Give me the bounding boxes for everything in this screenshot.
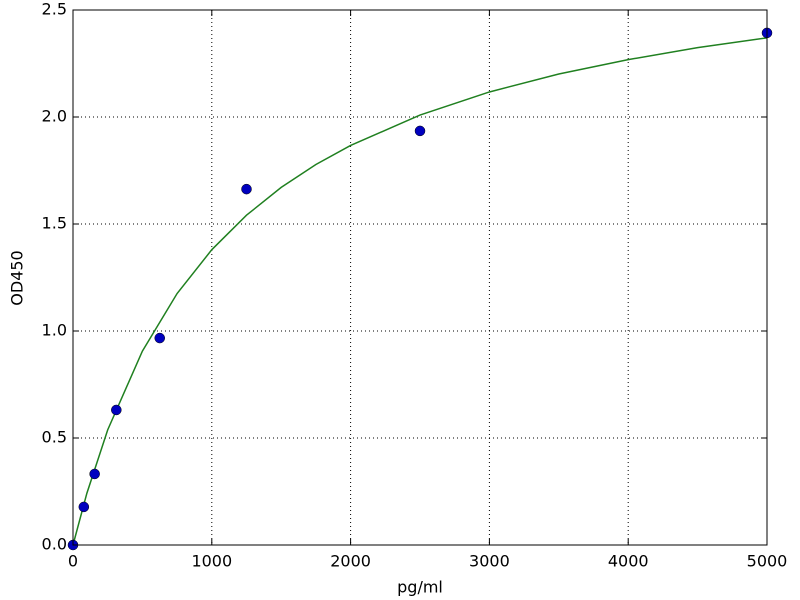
data-point (241, 183, 252, 195)
data-point (154, 332, 165, 344)
data-point (78, 501, 90, 513)
y-tick-label: 2.0 (42, 107, 67, 126)
data-point (414, 125, 426, 137)
y-tick-label: 2.5 (42, 0, 67, 19)
fit-curve (72, 37, 768, 546)
data-point (89, 468, 100, 480)
y-tick-label: 1.0 (42, 321, 67, 340)
plot-frame (72, 9, 768, 546)
y-tick-label: 1.5 (42, 214, 67, 233)
x-tick-label: 4000 (608, 552, 649, 571)
x-axis-label: pg/ml (397, 578, 443, 597)
x-tick-label: 0 (68, 552, 78, 571)
plot-area (67, 27, 773, 551)
y-tick-label: 0.5 (42, 428, 67, 447)
data-point (111, 404, 122, 416)
x-tick-label: 5000 (747, 552, 788, 571)
y-axis-label: OD450 (8, 250, 27, 305)
y-tick-label: 0.0 (42, 535, 67, 554)
x-tick-label: 3000 (469, 552, 510, 571)
x-tick-label: 1000 (191, 552, 232, 571)
x-tick-label: 2000 (330, 552, 371, 571)
